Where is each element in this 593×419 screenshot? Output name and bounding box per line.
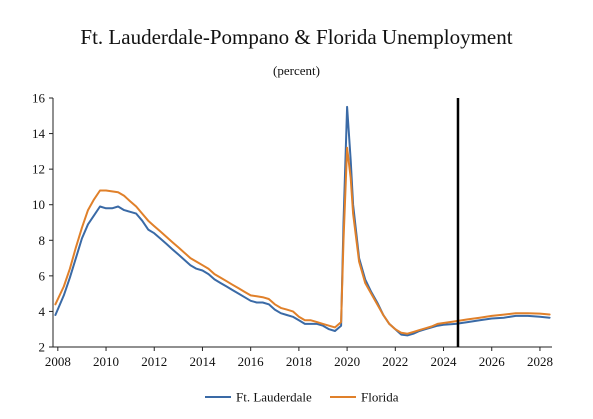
y-tick-label: 4 — [39, 304, 46, 319]
x-tick-label: 2022 — [382, 354, 408, 369]
y-tick-label: 8 — [39, 233, 46, 248]
y-tick-label: 14 — [32, 126, 46, 141]
axes: 2 4 6 8 10 12 14 16 2008 2010 2012 2014 2016 2018 2020… — [32, 91, 553, 370]
chart-title: Ft. Lauderdale-Pompano & Florida Unemplo… — [80, 25, 513, 49]
y-tick-label: 16 — [32, 91, 46, 106]
x-tick-label: 2008 — [45, 354, 71, 369]
legend-label: Florida — [361, 390, 399, 405]
series-line-florida — [54, 146, 551, 335]
y-tick-label: 10 — [32, 197, 45, 212]
legend-label: Ft. Lauderdale — [236, 390, 312, 405]
x-tick-label: 2016 — [238, 354, 265, 369]
y-tick-label: 6 — [39, 268, 46, 283]
x-tick-label: 2018 — [286, 354, 312, 369]
x-tick-label: 2020 — [334, 354, 360, 369]
x-tick-label: 2010 — [93, 354, 119, 369]
x-tick-label: 2014 — [189, 354, 216, 369]
series-line-ft-lauderdale — [54, 105, 551, 337]
series-layer — [54, 105, 551, 337]
x-tick-label: 2028 — [527, 354, 553, 369]
x-tick-label: 2012 — [141, 354, 167, 369]
y-tick-label: 2 — [39, 340, 46, 355]
chart-subtitle: (percent) — [273, 63, 320, 78]
y-tick-label: 12 — [32, 162, 45, 177]
x-tick-label: 2026 — [479, 354, 506, 369]
x-tick-label: 2024 — [431, 354, 458, 369]
legend: Ft. Lauderdale Florida — [205, 390, 399, 405]
